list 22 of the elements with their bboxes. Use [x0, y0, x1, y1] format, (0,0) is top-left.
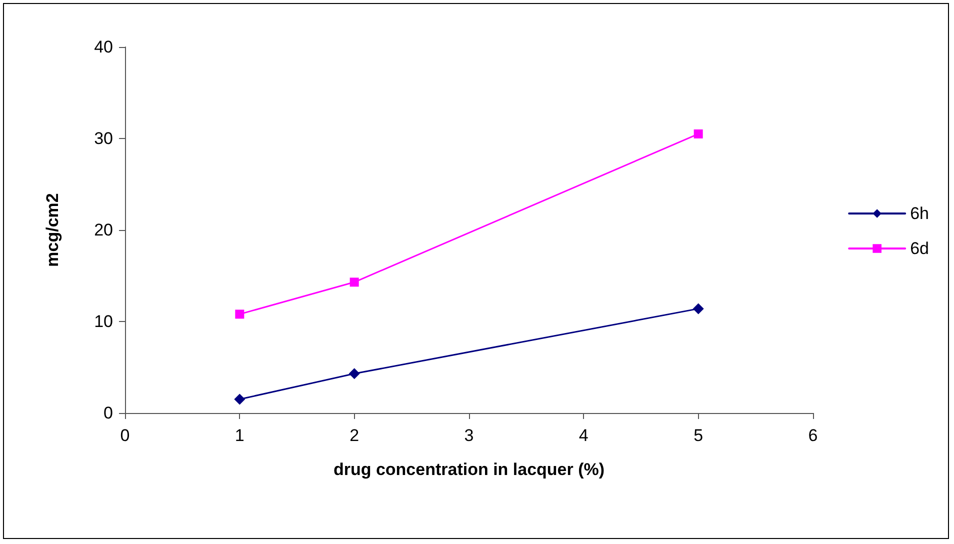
x-axis-title: drug concentration in lacquer (%): [333, 460, 605, 479]
point: [348, 368, 360, 380]
legend-label: 6h: [910, 204, 930, 223]
x-tick-label: 0: [120, 426, 130, 445]
y-tick-label: 20: [94, 220, 113, 240]
point: [235, 310, 244, 319]
y-tick-label: 0: [104, 404, 113, 422]
legend-label: 6d: [910, 239, 930, 258]
y-axis-title: mcg/cm2: [43, 193, 62, 267]
x-tick-label: 1: [234, 426, 244, 445]
x-tick-label: 6: [808, 426, 818, 445]
y-tick-label: 10: [94, 312, 113, 331]
x-tick-label: 3: [464, 426, 474, 445]
y-tick-label: 30: [94, 129, 113, 148]
y-tick-label: 40: [94, 38, 113, 56]
point: [350, 278, 359, 287]
x-tick-label: 5: [694, 426, 704, 445]
x-tick-label: 4: [578, 426, 588, 445]
point: [692, 303, 704, 314]
point: [694, 129, 703, 138]
point: [234, 394, 246, 405]
x-tick-label: 2: [350, 426, 360, 445]
